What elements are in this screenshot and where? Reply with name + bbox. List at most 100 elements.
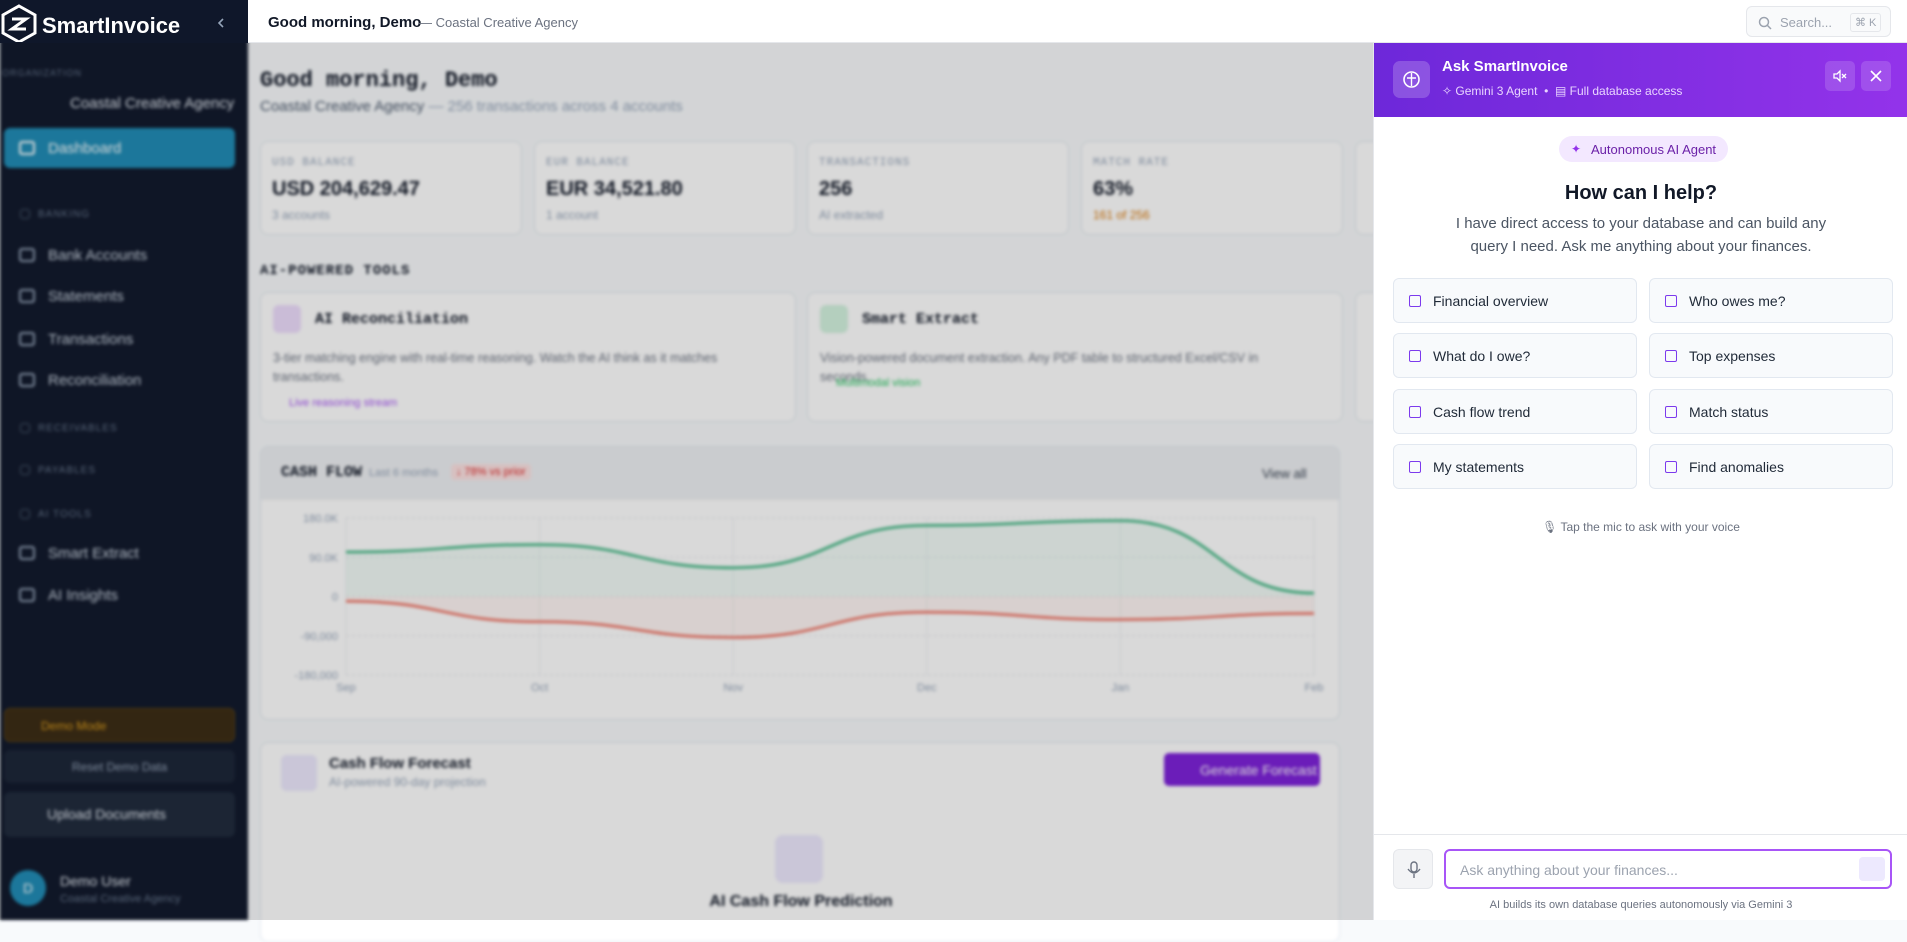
nav-section[interactable]: RECEIVABLES bbox=[0, 410, 248, 446]
overlay[interactable] bbox=[0, 43, 1373, 920]
nav-section[interactable]: BANKING bbox=[0, 196, 248, 232]
user-org: Coastal Creative Agency bbox=[60, 893, 181, 905]
stat-value: 63% bbox=[1093, 178, 1134, 200]
page-subtitle: Coastal Creative Agency — 256 transactio… bbox=[260, 98, 683, 115]
nav-section[interactable]: PAYABLES bbox=[0, 452, 248, 488]
tool-card: Smart Extract Vision-powered document ext… bbox=[807, 292, 1343, 422]
nav-icon bbox=[19, 248, 35, 262]
suggestion-icon bbox=[1665, 295, 1677, 307]
nav-icon bbox=[19, 588, 35, 602]
voice-hint: 🎙 Tap the mic to ask with your voice bbox=[1542, 520, 1740, 534]
y-tick-label: 0 bbox=[332, 592, 338, 604]
badge-text: Autonomous AI Agent bbox=[1591, 142, 1717, 157]
intro-line: query I need. Ask me anything about your… bbox=[1470, 238, 1812, 255]
forecast-card: Cash Flow Forecast AI-powered 90-day pro… bbox=[260, 742, 1340, 942]
forecast-sub: AI-powered 90-day projection bbox=[329, 775, 486, 789]
search-box[interactable]: Search... ⌘ K bbox=[1746, 6, 1891, 37]
chat-input[interactable]: Ask anything about your finances... bbox=[1444, 849, 1892, 889]
sidebar: Coastal Creative Agency ORGANIZATION Dem… bbox=[0, 0, 248, 920]
user-name: Demo User bbox=[60, 873, 131, 889]
view-all[interactable]: View all bbox=[1262, 466, 1307, 481]
nav-section[interactable]: AI TOOLS bbox=[0, 496, 248, 532]
suggestion-button[interactable]: Match status bbox=[1649, 389, 1893, 434]
demo-mode[interactable]: Demo Mode bbox=[4, 708, 235, 742]
x-tick-label: Dec bbox=[917, 682, 937, 694]
x-tick-label: Oct bbox=[531, 682, 548, 694]
nav-item[interactable]: Smart Extract bbox=[0, 535, 248, 571]
assistant-model: ✧ Gemini 3 Agent • ▤ Full database acces… bbox=[1442, 84, 1683, 98]
summary: — 256 transactions across 4 accounts bbox=[428, 98, 683, 115]
suggestion-button[interactable]: Find anomalies bbox=[1649, 444, 1893, 489]
search-placeholder: Search... bbox=[1780, 15, 1833, 30]
upload-button[interactable]: Upload Documents bbox=[4, 792, 235, 837]
suggestion-icon bbox=[1409, 406, 1421, 418]
page-title: Good morning, Demo bbox=[260, 68, 498, 93]
suggestion-button[interactable]: Top expenses bbox=[1649, 333, 1893, 378]
stat-card: EUR BALANCE EUR 34,521.80 1 account bbox=[534, 141, 796, 235]
reset-button[interactable]: Reset Demo Data bbox=[4, 750, 235, 783]
tool-title: Smart Extract bbox=[862, 311, 980, 328]
stat-label: USD BALANCE bbox=[272, 157, 356, 169]
series-area bbox=[346, 596, 1314, 638]
intro-line: I have direct access to your database an… bbox=[1455, 215, 1827, 232]
mute-icon bbox=[1833, 69, 1847, 83]
suggestion-button[interactable]: Cash flow trend bbox=[1393, 389, 1637, 434]
suggestion-icon bbox=[1409, 350, 1421, 362]
nav-item[interactable]: Transactions bbox=[0, 321, 248, 357]
org: Coastal Creative Agency bbox=[260, 98, 425, 115]
org-name: Coastal Creative Agency bbox=[70, 95, 235, 112]
nav-icon bbox=[20, 209, 30, 219]
stat-card: MATCH RATE 63% 161 of 256 bbox=[1081, 141, 1343, 235]
nav-item[interactable]: Dashboard bbox=[0, 130, 248, 166]
suggestion-button[interactable]: My statements bbox=[1393, 444, 1637, 489]
tool-icon bbox=[273, 305, 301, 333]
tool-icon bbox=[820, 305, 848, 333]
collapse-icon[interactable] bbox=[216, 18, 226, 28]
generate-forecast[interactable]: Generate Forecast bbox=[1164, 753, 1320, 786]
stat-label: EUR BALANCE bbox=[546, 157, 630, 169]
close-button[interactable] bbox=[1861, 61, 1891, 91]
nav-active-bg bbox=[4, 128, 235, 168]
suggestion-button[interactable]: Financial overview bbox=[1393, 278, 1637, 323]
cash-flow-header bbox=[261, 447, 1339, 500]
topbar-org: — Coastal Creative Agency bbox=[419, 15, 578, 30]
close-icon bbox=[1870, 70, 1882, 82]
nav-icon bbox=[20, 423, 30, 433]
model: Gemini 3 Agent bbox=[1455, 84, 1538, 98]
mic-button[interactable] bbox=[1393, 849, 1433, 889]
cash-flow-title: CASH FLOW bbox=[281, 464, 363, 481]
stat-sub: 1 account bbox=[546, 208, 599, 222]
suggestion-button[interactable]: What do I owe? bbox=[1393, 333, 1637, 378]
nav-item[interactable]: Statements bbox=[0, 278, 248, 314]
x-tick-label: Jan bbox=[1112, 682, 1130, 694]
brand-logo bbox=[1, 4, 37, 42]
stat-sub: 3 accounts bbox=[272, 208, 331, 222]
topbar: Good morning, Demo — Coastal Creative Ag… bbox=[248, 0, 1907, 43]
input-area: Ask anything about your finances... AI b… bbox=[1374, 834, 1907, 920]
access: Full database access bbox=[1569, 84, 1683, 98]
cash-flow-change: ↓ 78% vs prior bbox=[451, 464, 531, 480]
suggestion-button[interactable]: Who owes me? bbox=[1649, 278, 1893, 323]
series-line bbox=[345, 519, 1315, 595]
voice-hint-text: Tap the mic to ask with your voice bbox=[1560, 520, 1740, 534]
search-icon bbox=[1758, 16, 1772, 30]
send-button[interactable] bbox=[1859, 857, 1885, 881]
stat-label: MATCH RATE bbox=[1093, 157, 1170, 169]
nav-item[interactable]: AI Insights bbox=[0, 577, 248, 613]
sidebar-header: SmartInvoice bbox=[0, 0, 248, 43]
nav-item[interactable]: Reconciliation bbox=[0, 362, 248, 398]
assistant-title: Ask SmartInvoice bbox=[1442, 58, 1568, 75]
cash-flow-card: CASH FLOW Last 6 months ↓ 78% vs prior V… bbox=[260, 446, 1340, 720]
x-tick-label: Sep bbox=[336, 682, 356, 694]
mute-button[interactable] bbox=[1825, 61, 1855, 91]
y-tick-label: -90,000 bbox=[301, 631, 338, 643]
suggestion-icon bbox=[1665, 461, 1677, 473]
user-avatar[interactable]: D bbox=[10, 870, 46, 906]
nav-item[interactable]: Bank Accounts bbox=[0, 237, 248, 273]
y-tick-label: 180.0K bbox=[303, 513, 339, 525]
nav-icon bbox=[19, 546, 35, 560]
mic-icon bbox=[1407, 861, 1421, 878]
stat-card: USD BALANCE USD 204,629.47 3 accounts bbox=[260, 141, 522, 235]
